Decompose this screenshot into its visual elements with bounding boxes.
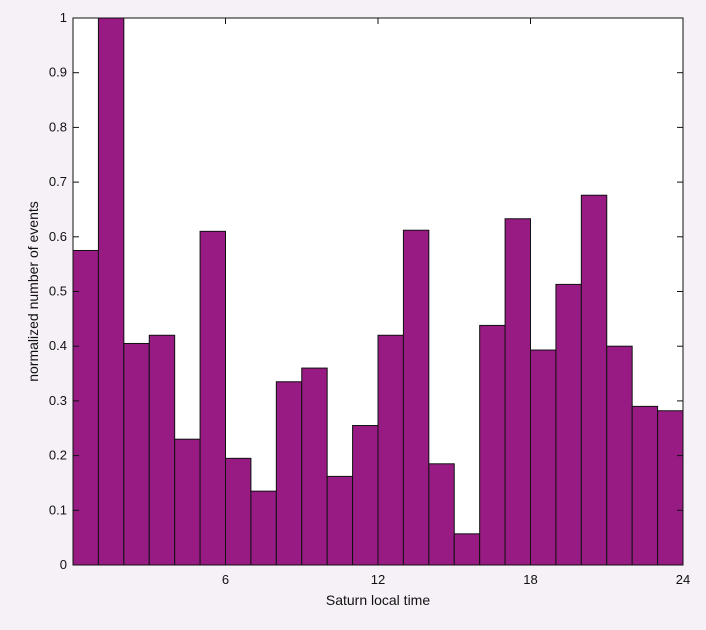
histogram-bar	[555, 283, 582, 566]
histogram-bar	[352, 425, 379, 566]
y-tick-label: 0.8	[49, 119, 67, 134]
x-tick-label: 12	[371, 572, 385, 587]
y-tick-label: 0.3	[49, 393, 67, 408]
histogram-bar	[97, 17, 125, 566]
histogram-bar	[199, 230, 226, 566]
y-tick-label: 1	[60, 10, 67, 25]
y-tick-label: 0.6	[49, 229, 67, 244]
y-tick-label: 0.9	[49, 65, 67, 80]
histogram-bar	[72, 249, 99, 566]
histogram-bar	[657, 410, 684, 566]
histogram-bar	[301, 367, 328, 566]
histogram-bar	[148, 334, 176, 566]
x-axis-label: Saturn local time	[326, 592, 430, 608]
y-tick-label: 0.4	[49, 338, 67, 353]
x-tick-label: 6	[222, 572, 229, 587]
y-tick-label: 0	[60, 557, 67, 572]
histogram-bar	[428, 463, 455, 566]
histogram-bar	[225, 457, 252, 566]
histogram-bar	[606, 345, 633, 566]
histogram-bar	[530, 349, 557, 566]
histogram-bar	[250, 490, 277, 566]
histogram-bar	[275, 381, 303, 566]
histogram-bar	[631, 405, 659, 566]
histogram-bar	[377, 334, 404, 566]
bars-group	[72, 17, 684, 566]
axes-group: 0 0.1 0.2 0.3 0.4 0.5 0.6 0.7 0.8 0.9 1 6 12 18 24	[49, 10, 690, 587]
x-tick-label: 18	[523, 572, 537, 587]
histogram-bar	[174, 438, 201, 566]
histogram-bar	[453, 533, 481, 566]
y-tick-label: 0.1	[49, 502, 67, 517]
histogram-bar	[123, 342, 150, 566]
histogram-bar	[580, 194, 608, 566]
y-axis-label: normalized number of events	[25, 201, 41, 382]
histogram-bar	[504, 218, 532, 566]
x-tick-label: 24	[676, 572, 690, 587]
histogram-bar	[402, 229, 430, 566]
histogram-bar	[326, 475, 354, 566]
histogram-bar	[479, 324, 506, 566]
y-tick-label: 0.5	[49, 284, 67, 299]
y-tick-label: 0.2	[49, 448, 67, 463]
y-tick-label: 0.7	[49, 174, 67, 189]
